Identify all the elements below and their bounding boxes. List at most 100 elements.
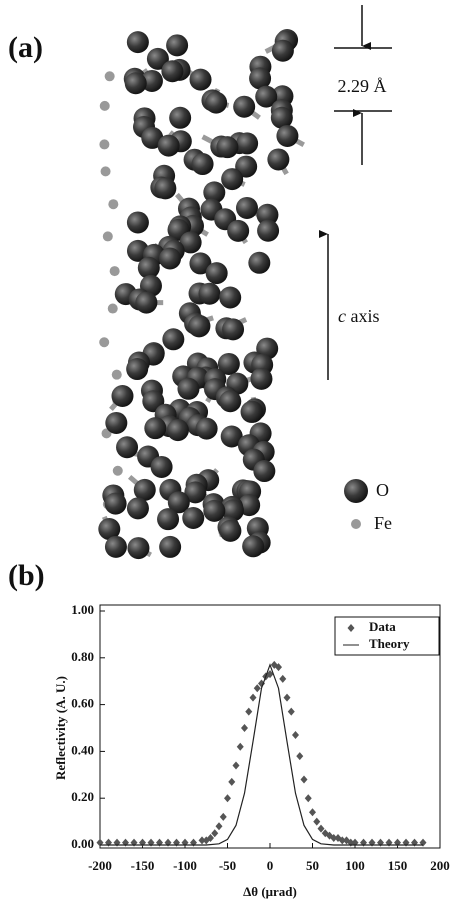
- o-atom: [159, 248, 181, 270]
- data-point: [292, 731, 299, 739]
- o-atom: [127, 497, 149, 519]
- o-atom: [250, 368, 272, 390]
- o-atom: [154, 177, 176, 199]
- o-atom: [126, 358, 148, 380]
- data-point: [233, 761, 240, 769]
- y-tick-label: 0.80: [71, 649, 94, 664]
- fe-atom: [108, 199, 118, 209]
- o-atom: [257, 220, 279, 242]
- o-atom: [198, 283, 220, 305]
- axis-label: c axis: [338, 306, 380, 326]
- data-point: [216, 822, 223, 830]
- o-atom: [105, 493, 127, 515]
- crystal-structure: [98, 29, 303, 559]
- fe-atom: [100, 101, 110, 111]
- o-atom: [276, 125, 298, 147]
- data-point: [241, 724, 248, 732]
- data-point: [279, 675, 286, 683]
- o-atom: [177, 378, 199, 400]
- legend-symbol: [351, 519, 361, 529]
- o-atom: [242, 535, 264, 557]
- o-atom: [190, 69, 212, 91]
- o-atom: [192, 153, 214, 175]
- fe-atom: [110, 266, 120, 276]
- data-point: [220, 813, 227, 821]
- x-tick-label: -100: [173, 858, 197, 873]
- theory-line: [100, 665, 423, 845]
- page: {"panel_a": {"label": "(a)", "spacing_la…: [0, 0, 465, 902]
- o-atom: [151, 456, 173, 478]
- legend-label: Data: [369, 619, 396, 634]
- axis-symbol: c: [338, 306, 346, 326]
- fe-atom: [103, 231, 113, 241]
- o-atom: [127, 211, 149, 233]
- panel-label: (a): [8, 31, 43, 64]
- o-atom: [222, 318, 244, 340]
- x-tick-label: -150: [131, 858, 155, 873]
- o-atom: [272, 40, 294, 62]
- x-axis-label: Δθ (μrad): [243, 884, 297, 899]
- data-point: [228, 778, 235, 786]
- data-point: [250, 694, 257, 702]
- o-atom: [157, 508, 179, 530]
- o-atom: [162, 328, 184, 350]
- panel-label: (b): [8, 559, 45, 592]
- data-point: [301, 775, 308, 783]
- o-atom: [158, 135, 180, 157]
- o-atom: [169, 107, 191, 129]
- x-tick-label: 0: [267, 858, 274, 873]
- x-tick-label: 150: [388, 858, 408, 873]
- o-atom: [105, 536, 127, 558]
- o-atom: [233, 96, 255, 118]
- y-tick-label: 0.20: [71, 789, 94, 804]
- axis-text: axis: [351, 306, 380, 326]
- data-point: [224, 794, 231, 802]
- fe-atom: [113, 466, 123, 476]
- data-point: [288, 708, 295, 716]
- fe-atom: [99, 139, 109, 149]
- o-atom: [219, 390, 241, 412]
- o-atom: [125, 72, 147, 94]
- o-atom: [253, 460, 275, 482]
- o-atom: [111, 385, 133, 407]
- o-atom: [182, 507, 204, 529]
- o-atom: [161, 60, 183, 82]
- o-atom: [205, 92, 227, 114]
- fe-atom: [99, 337, 109, 347]
- o-atom: [167, 419, 189, 441]
- fe-atom: [108, 304, 118, 314]
- x-tick-label: -50: [219, 858, 236, 873]
- data-point: [313, 818, 320, 826]
- legend-label: O: [376, 480, 389, 500]
- o-atom: [127, 537, 149, 559]
- fe-atom: [101, 166, 111, 176]
- data-point: [245, 708, 252, 716]
- data-point: [284, 694, 291, 702]
- o-atom: [236, 132, 258, 154]
- o-atom: [127, 31, 149, 53]
- data-point: [309, 808, 316, 816]
- data-point: [237, 743, 244, 751]
- figure: (a) 2.29 Å c axis O Fe (b) 0.000.200.400…: [0, 0, 465, 902]
- x-tick-label: 50: [306, 858, 319, 873]
- o-atom: [196, 418, 218, 440]
- x-tick-label: 200: [430, 858, 450, 873]
- o-atom: [241, 401, 263, 423]
- fe-atom: [112, 370, 122, 380]
- y-tick-label: 0.60: [71, 696, 94, 711]
- o-atom: [248, 252, 270, 274]
- o-atom: [144, 417, 166, 439]
- o-atom: [135, 292, 157, 314]
- data-point: [296, 752, 303, 760]
- x-tick-label: -200: [88, 858, 112, 873]
- o-atom: [216, 136, 238, 158]
- fe-atom: [105, 71, 115, 81]
- o-atom: [221, 168, 243, 190]
- x-tick-label: 100: [345, 858, 365, 873]
- legend-symbol: [344, 479, 368, 503]
- legend-label: Fe: [374, 513, 392, 533]
- o-atom: [206, 262, 228, 284]
- o-atom: [219, 287, 241, 309]
- o-atom: [105, 412, 127, 434]
- o-atom: [116, 436, 138, 458]
